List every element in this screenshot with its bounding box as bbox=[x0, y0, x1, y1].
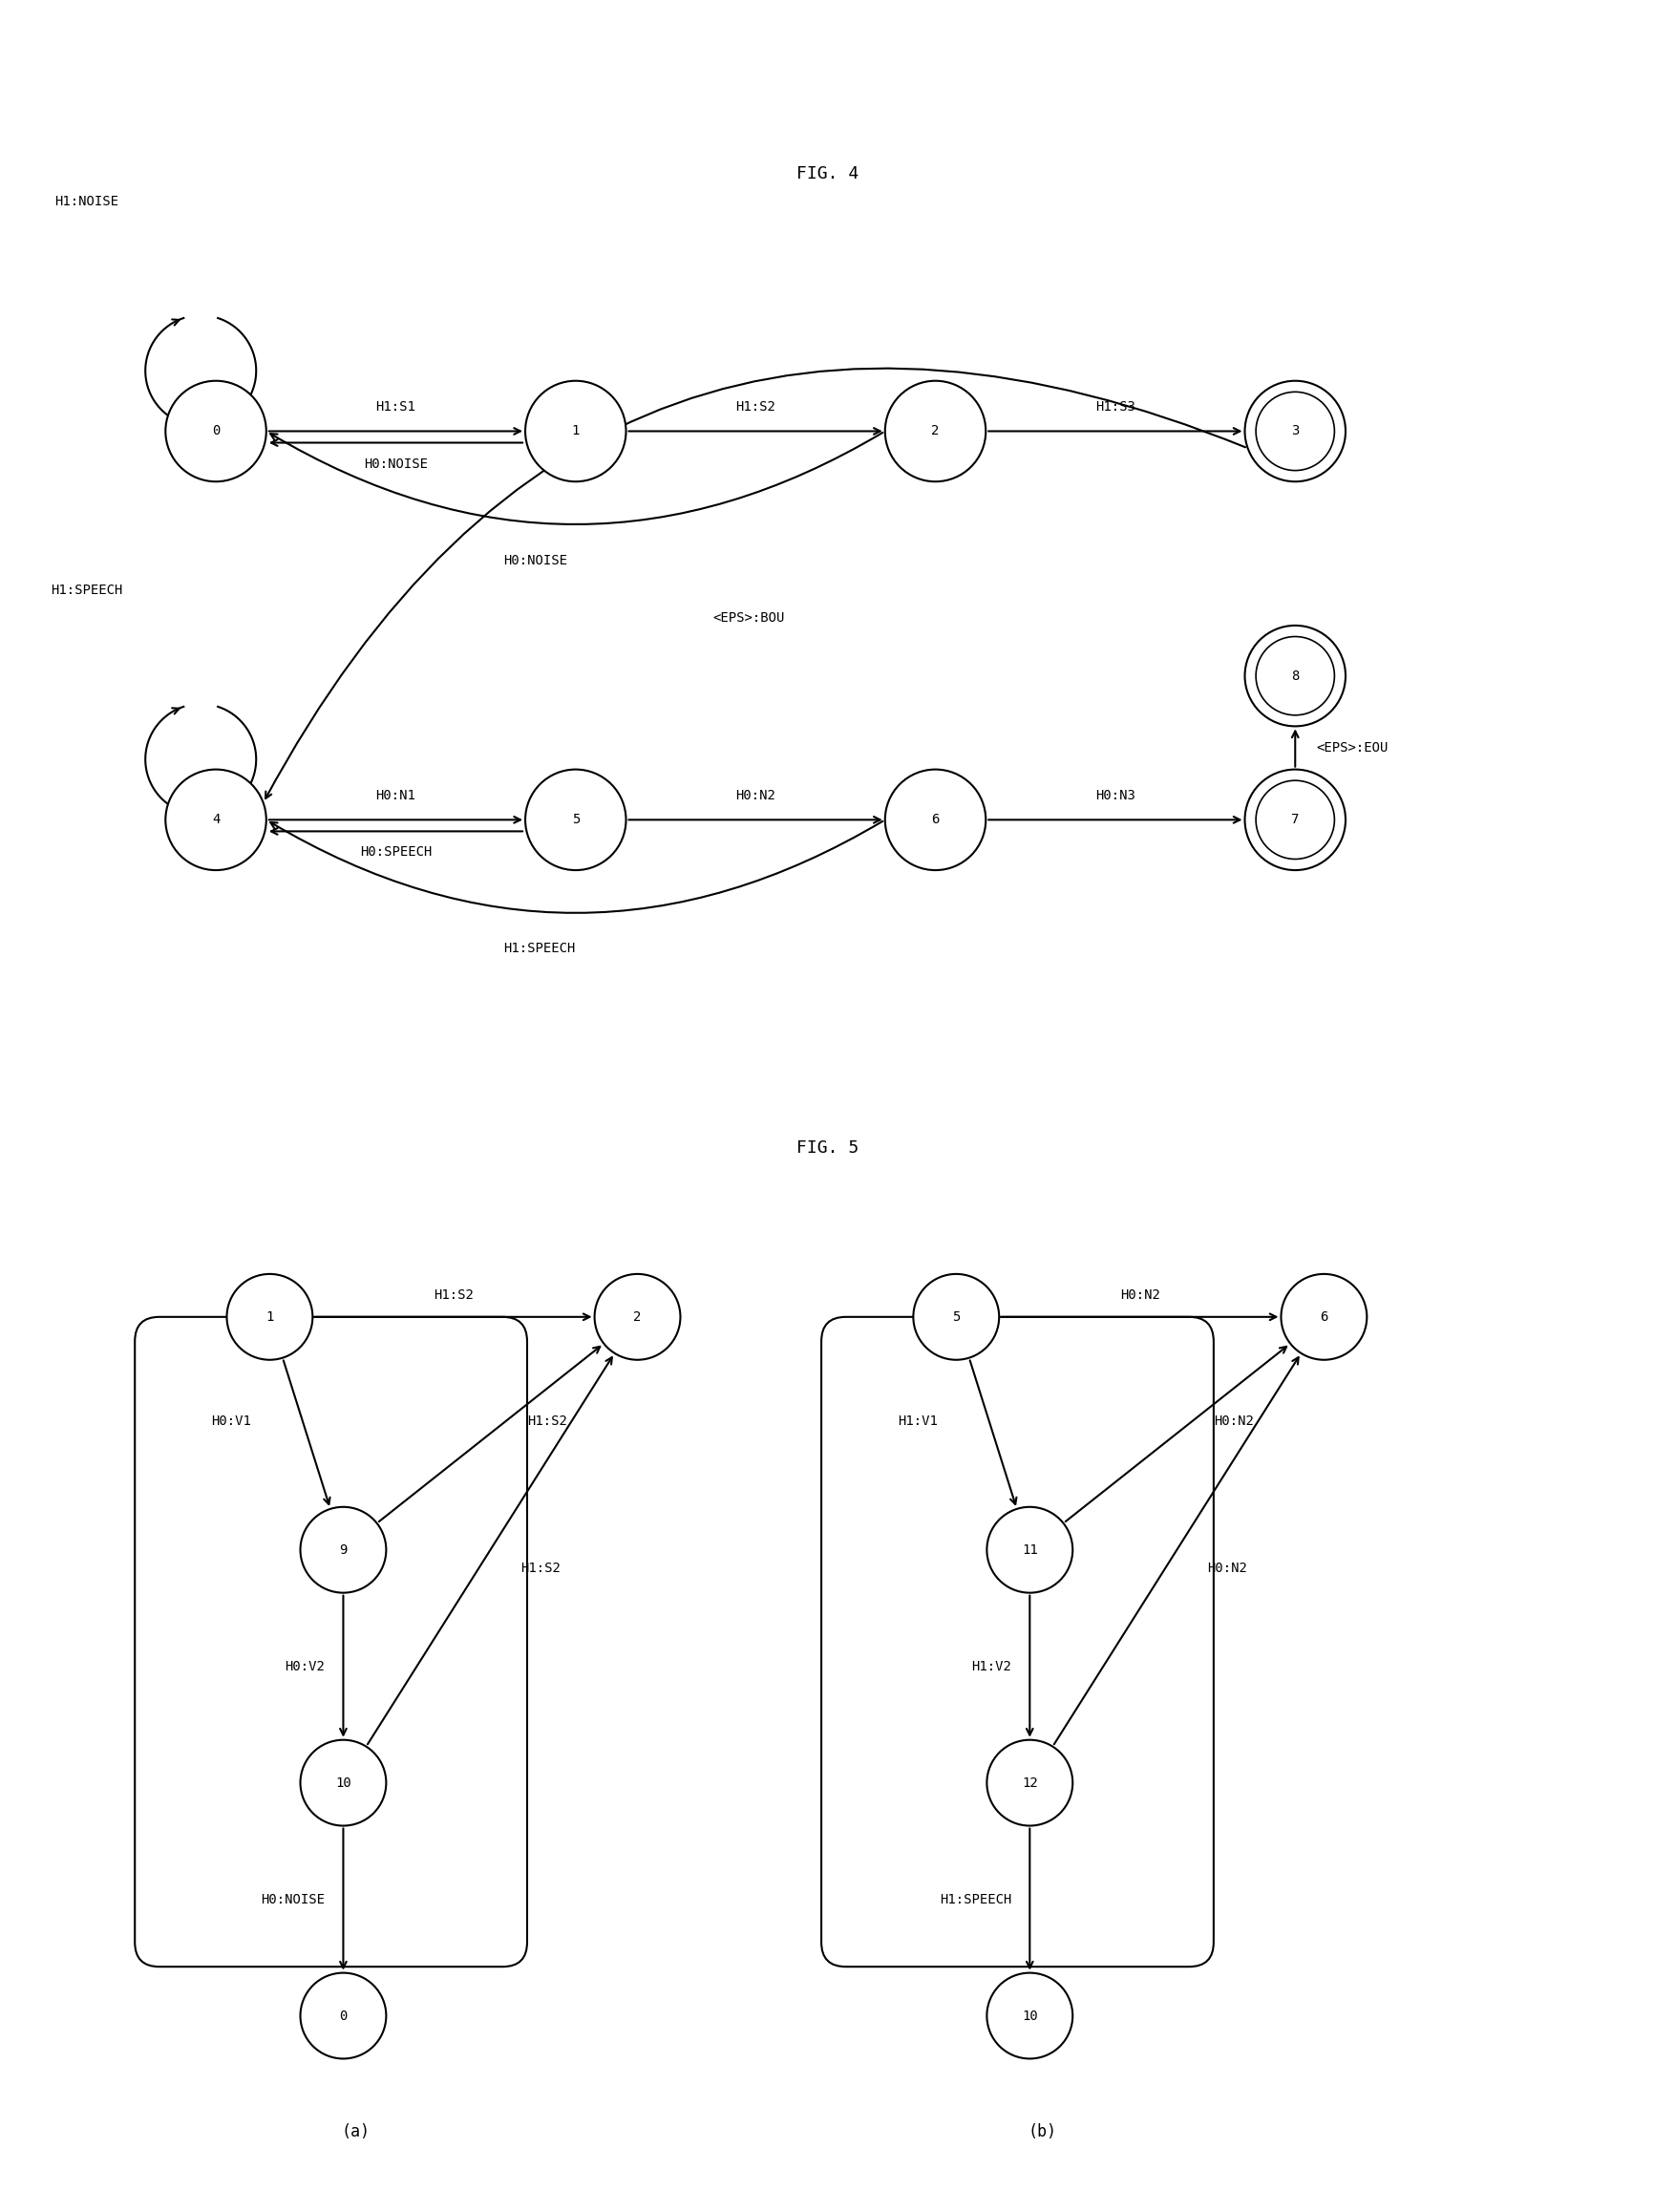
Circle shape bbox=[524, 380, 625, 482]
FancyBboxPatch shape bbox=[134, 1316, 528, 1966]
Circle shape bbox=[524, 770, 625, 869]
Text: H1:SPEECH: H1:SPEECH bbox=[50, 584, 122, 597]
Circle shape bbox=[885, 380, 986, 482]
Circle shape bbox=[299, 1973, 385, 2059]
Text: H1:S1: H1:S1 bbox=[375, 400, 415, 414]
Text: 6: 6 bbox=[931, 814, 939, 827]
Text: 4: 4 bbox=[212, 814, 220, 827]
Circle shape bbox=[885, 770, 986, 869]
Circle shape bbox=[1244, 770, 1345, 869]
Text: H1:S2: H1:S2 bbox=[433, 1290, 473, 1303]
Text: H1:S2: H1:S2 bbox=[521, 1562, 561, 1575]
Text: H0:N1: H0:N1 bbox=[375, 790, 415, 803]
Circle shape bbox=[1280, 1274, 1366, 1360]
Text: <EPS>:BOU: <EPS>:BOU bbox=[711, 611, 784, 626]
Text: 0: 0 bbox=[339, 2008, 347, 2022]
Text: H1:V1: H1:V1 bbox=[898, 1413, 938, 1427]
Text: 2: 2 bbox=[931, 425, 939, 438]
Text: 12: 12 bbox=[1021, 1776, 1037, 1790]
Text: (a): (a) bbox=[341, 2124, 369, 2141]
Text: <EPS>:EOU: <EPS>:EOU bbox=[1317, 741, 1388, 754]
Text: H0:NOISE: H0:NOISE bbox=[503, 553, 567, 566]
FancyBboxPatch shape bbox=[820, 1316, 1212, 1966]
Text: 5: 5 bbox=[951, 1310, 959, 1323]
Text: FIG. 5: FIG. 5 bbox=[796, 1139, 858, 1157]
Text: 3: 3 bbox=[1290, 425, 1298, 438]
Text: H0:NOISE: H0:NOISE bbox=[364, 458, 427, 471]
Text: (b): (b) bbox=[1027, 2124, 1055, 2141]
Text: H0:N2: H0:N2 bbox=[734, 790, 776, 803]
Text: 1: 1 bbox=[571, 425, 579, 438]
Text: H1:S3: H1:S3 bbox=[1095, 400, 1135, 414]
Text: H0:NOISE: H0:NOISE bbox=[261, 1893, 324, 1907]
Text: H0:N2: H0:N2 bbox=[1207, 1562, 1247, 1575]
Text: 7: 7 bbox=[1290, 814, 1298, 827]
Text: H1:NOISE: H1:NOISE bbox=[55, 195, 119, 208]
Circle shape bbox=[986, 1741, 1072, 1825]
Circle shape bbox=[594, 1274, 680, 1360]
Text: 10: 10 bbox=[336, 1776, 351, 1790]
Text: 10: 10 bbox=[1021, 2008, 1037, 2022]
Text: H1:V2: H1:V2 bbox=[971, 1659, 1011, 1672]
Text: 9: 9 bbox=[339, 1544, 347, 1557]
Text: H0:N2: H0:N2 bbox=[1212, 1413, 1252, 1427]
Circle shape bbox=[1244, 626, 1345, 726]
Text: H1:SPEECH: H1:SPEECH bbox=[503, 942, 576, 956]
Circle shape bbox=[986, 1506, 1072, 1593]
Text: 0: 0 bbox=[212, 425, 220, 438]
Circle shape bbox=[1244, 380, 1345, 482]
Text: 11: 11 bbox=[1021, 1544, 1037, 1557]
Circle shape bbox=[299, 1506, 385, 1593]
Circle shape bbox=[165, 770, 266, 869]
Circle shape bbox=[299, 1741, 385, 1825]
Text: 1: 1 bbox=[266, 1310, 273, 1323]
Text: 2: 2 bbox=[633, 1310, 642, 1323]
Circle shape bbox=[165, 380, 266, 482]
Text: 6: 6 bbox=[1320, 1310, 1327, 1323]
Text: H0:N2: H0:N2 bbox=[1120, 1290, 1159, 1303]
Circle shape bbox=[913, 1274, 999, 1360]
Text: H0:V2: H0:V2 bbox=[284, 1659, 324, 1672]
Text: H0:SPEECH: H0:SPEECH bbox=[359, 845, 432, 858]
Text: H0:N3: H0:N3 bbox=[1095, 790, 1135, 803]
Text: H0:V1: H0:V1 bbox=[212, 1413, 251, 1427]
Text: H1:SPEECH: H1:SPEECH bbox=[939, 1893, 1011, 1907]
Text: H1:S2: H1:S2 bbox=[734, 400, 776, 414]
Circle shape bbox=[986, 1973, 1072, 2059]
Text: H1:S2: H1:S2 bbox=[528, 1413, 567, 1427]
Text: 8: 8 bbox=[1290, 670, 1298, 684]
Text: FIG. 4: FIG. 4 bbox=[796, 166, 858, 181]
Text: 5: 5 bbox=[571, 814, 579, 827]
Circle shape bbox=[227, 1274, 313, 1360]
